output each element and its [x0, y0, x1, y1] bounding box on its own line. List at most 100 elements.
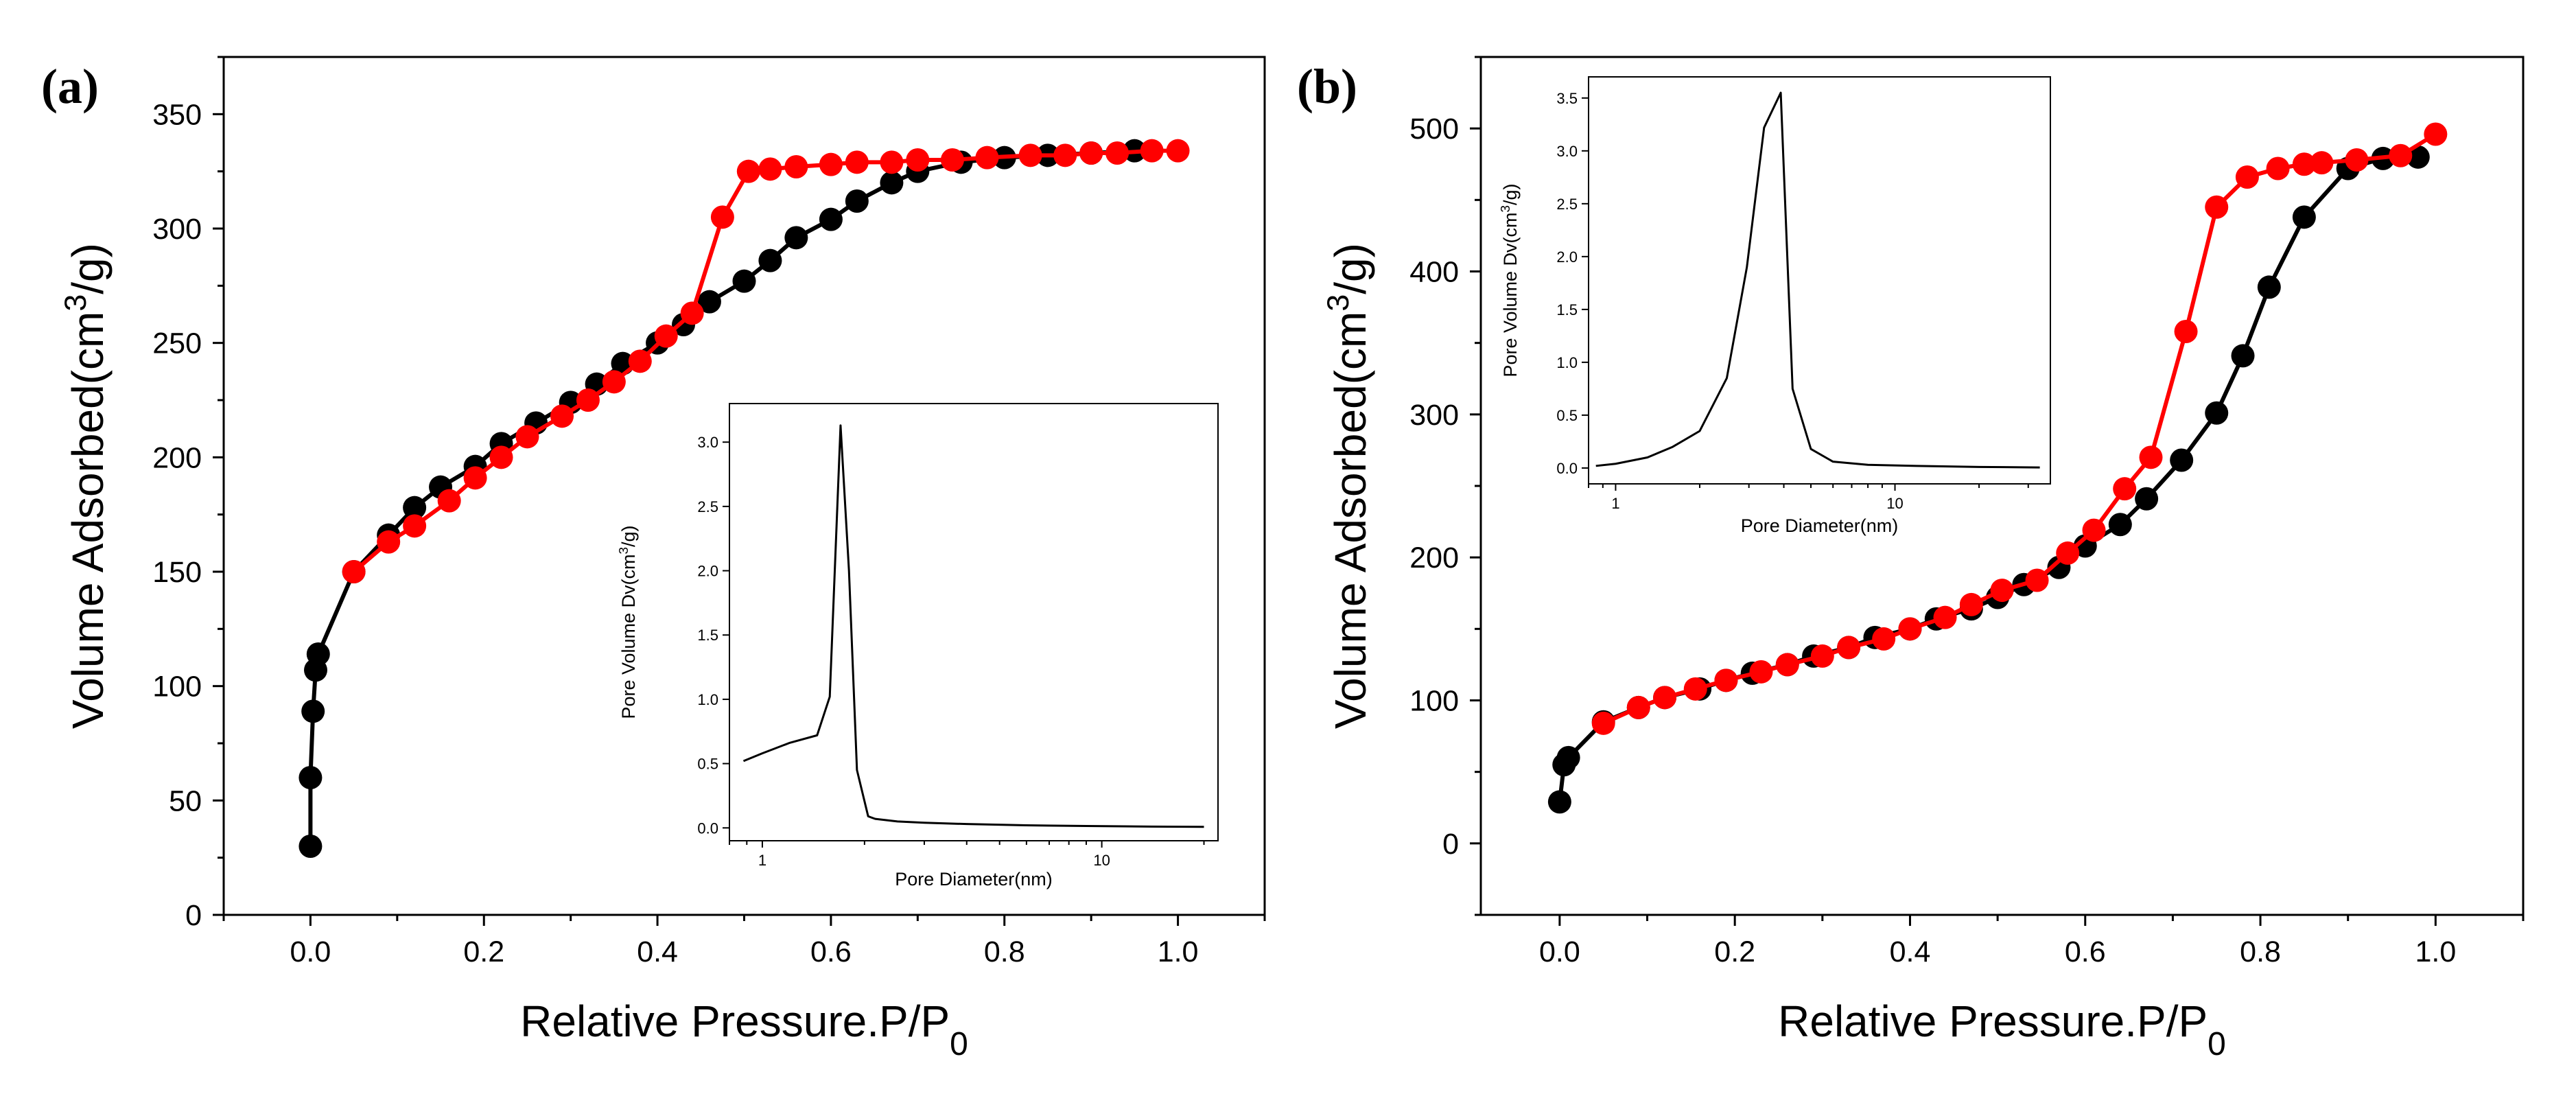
- data-point-desorption: [880, 150, 904, 174]
- data-point-desorption: [377, 530, 401, 554]
- x-tick-label: 0.6: [810, 935, 852, 968]
- data-point-desorption: [576, 388, 600, 412]
- data-point-desorption: [1872, 627, 1896, 651]
- x-axis-label: Relative Pressure.P/P0: [520, 997, 968, 1062]
- data-point-adsorption: [301, 699, 325, 723]
- x-tick-label: 1.0: [2415, 935, 2456, 968]
- y-axis-label-main: Volume Adsorbed(cm: [63, 312, 113, 729]
- data-point-desorption: [1683, 677, 1707, 701]
- y-tick-label: 350: [152, 98, 202, 131]
- inset-x-tick-label: 10: [1093, 852, 1110, 869]
- data-point-adsorption: [1556, 745, 1580, 769]
- data-point-desorption: [550, 404, 574, 428]
- inset-chart: 1 10 0.0 0.5 1.0 1.5 2.0 2.5 3.0 Pore Diameter(nm…: [617, 403, 1219, 889]
- x-axis-label-subscript: 0: [950, 1026, 968, 1062]
- data-point-desorption: [1053, 143, 1077, 167]
- inset-y-tick-label: 0.0: [697, 819, 718, 837]
- data-point-adsorption: [2406, 145, 2430, 169]
- series-desorption: [1591, 122, 2448, 735]
- inset-y-tick-label: 0.5: [697, 756, 718, 773]
- data-point-desorption: [515, 425, 539, 449]
- x-axis-label: Relative Pressure.P/P0: [1778, 997, 2226, 1062]
- data-point-desorption: [940, 148, 964, 172]
- data-point-desorption: [906, 148, 930, 172]
- x-tick-label: 0.8: [984, 935, 1025, 968]
- inset-y-tick-label: 1.0: [1556, 354, 1578, 371]
- data-point-desorption: [1018, 143, 1042, 167]
- data-point-desorption: [602, 370, 626, 394]
- inset-y-tick-label: 2.0: [1556, 248, 1578, 266]
- data-point-adsorption: [2292, 205, 2316, 229]
- data-point-adsorption: [845, 189, 869, 213]
- inset-y-axis-label: Pore Volume Dv(cm3/g): [1499, 183, 1521, 377]
- inset-x-tick-label: 1: [1611, 495, 1619, 512]
- data-point-desorption: [489, 445, 513, 469]
- data-point-desorption: [1653, 686, 1677, 710]
- data-point-desorption: [342, 560, 366, 583]
- x-tick-label: 0.4: [637, 935, 678, 968]
- data-point-desorption: [2266, 156, 2290, 181]
- series-desorption: [342, 139, 1190, 583]
- inset-y-tick-label: 2.0: [697, 563, 718, 580]
- x-tick-label: 0.4: [1890, 935, 1931, 968]
- y-tick-label: 0: [185, 899, 202, 932]
- y-axis-label-superscript: 3: [58, 294, 93, 312]
- x-axis-label-subscript: 0: [2208, 1026, 2226, 1062]
- inset-series-line: [742, 424, 1204, 828]
- inset-y-tick-label: 3.5: [1556, 90, 1578, 107]
- inset-y-tick-label: 3.0: [697, 434, 718, 451]
- data-point-desorption: [784, 155, 808, 178]
- inset-x-axis-label: Pore Diameter(nm): [895, 869, 1053, 889]
- data-point-desorption: [628, 349, 652, 373]
- inset-y-tick-label: 1.0: [697, 691, 718, 708]
- inset-y-tick-label: 0.0: [1556, 460, 1578, 477]
- data-point-desorption: [2025, 568, 2049, 592]
- data-point-desorption: [2310, 151, 2334, 175]
- inset-frame: [1588, 76, 2051, 485]
- x-tick-label: 0.0: [1539, 935, 1580, 968]
- y-axis-label-tail: /g): [63, 243, 113, 294]
- data-point-adsorption: [2205, 401, 2229, 425]
- data-point-desorption: [819, 152, 843, 176]
- data-point-desorption: [2424, 122, 2448, 146]
- data-point-desorption: [1775, 653, 1799, 677]
- inset-y-axis-label: Pore Volume Dv(cm3/g): [617, 525, 640, 719]
- data-point-desorption: [2389, 143, 2413, 167]
- data-point-desorption: [1810, 644, 1834, 668]
- inset-y-axis-label-superscript: 3: [1499, 205, 1513, 213]
- data-point-desorption: [736, 159, 760, 183]
- data-point-adsorption: [298, 835, 323, 858]
- y-axis-label-superscript: 3: [1321, 294, 1355, 312]
- data-point-desorption: [2292, 152, 2316, 176]
- data-point-adsorption: [298, 766, 323, 789]
- data-point-desorption: [2174, 320, 2198, 343]
- data-point-desorption: [1749, 660, 1773, 684]
- data-point-desorption: [2082, 518, 2106, 542]
- data-point-adsorption: [2257, 275, 2281, 299]
- y-tick-label: 250: [152, 327, 202, 360]
- inset-y-axis-label-tail: /g): [618, 525, 639, 547]
- data-point-adsorption: [2108, 513, 2132, 537]
- y-tick-label: 200: [1409, 542, 1459, 574]
- data-point-desorption: [1105, 141, 1129, 165]
- data-point-desorption: [1990, 579, 2014, 603]
- y-tick-label: 500: [1409, 113, 1459, 146]
- data-point-desorption: [2113, 477, 2137, 501]
- panel-label: (b): [1297, 59, 1357, 114]
- data-point-desorption: [1714, 668, 1738, 693]
- y-tick-label: 150: [152, 556, 202, 589]
- inset-y-tick-label: 3.0: [1556, 143, 1578, 160]
- data-point-adsorption: [2231, 344, 2255, 368]
- data-point-desorption: [1626, 695, 1650, 719]
- x-tick-label: 0.0: [290, 935, 331, 968]
- data-point-desorption: [2235, 165, 2259, 189]
- data-point-desorption: [463, 466, 487, 490]
- data-point-desorption: [403, 514, 427, 538]
- inset-x-axis-label: Pore Diameter(nm): [1741, 515, 1899, 536]
- data-point-desorption: [654, 324, 678, 348]
- y-tick-label: 100: [152, 671, 202, 703]
- data-point-adsorption: [1547, 790, 1571, 814]
- data-point-desorption: [1837, 636, 1861, 660]
- data-point-adsorption: [306, 642, 330, 666]
